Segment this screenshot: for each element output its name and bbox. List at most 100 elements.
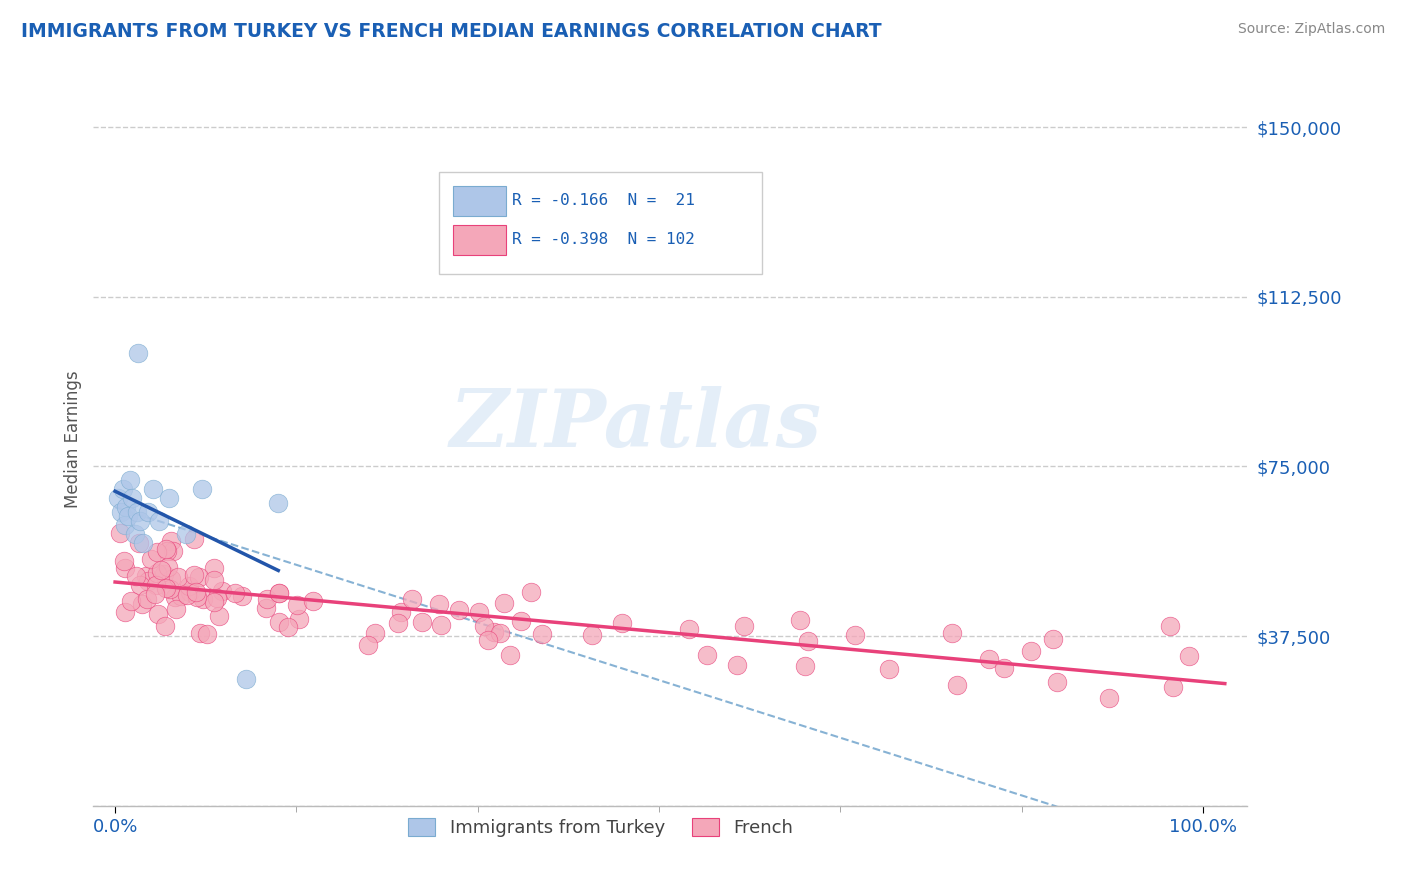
Point [302,594,325,608]
Point [183,533,205,547]
Point [581,628,603,642]
Point [136,505,159,519]
Point [427,597,450,611]
Point [447,603,470,617]
FancyBboxPatch shape [439,172,762,275]
Point [1161,680,1184,694]
Point [165,602,187,616]
Point [129,514,152,528]
Point [128,535,150,549]
Point [430,618,453,632]
Point [235,672,257,686]
Point [477,632,499,647]
Point [267,615,290,629]
Point [145,544,167,558]
Point [231,589,253,603]
Point [125,505,148,519]
Point [110,505,132,519]
Y-axis label: Median Earnings: Median Earnings [65,370,82,508]
Point [202,561,225,575]
Point [191,592,214,607]
Point [612,615,634,630]
Point [167,570,190,584]
Point [150,563,173,577]
Point [121,491,143,505]
Point [156,544,179,558]
Point [155,619,177,633]
Point [364,625,387,640]
Point [285,598,308,612]
Point [205,591,228,605]
Point [387,616,409,631]
Point [844,628,866,642]
Point [136,574,159,588]
Point [789,613,811,627]
Point [145,578,167,592]
Point [131,597,153,611]
Legend: Immigrants from Turkey, French: Immigrants from Turkey, French [401,811,800,845]
Point [120,594,142,608]
Point [797,634,820,648]
Point [179,585,201,599]
Point [1019,643,1042,657]
Point [488,626,510,640]
Point [155,581,177,595]
Point [269,586,291,600]
Point [127,346,149,360]
Point [155,541,177,556]
Point [139,552,162,566]
Point [401,592,423,607]
Point [170,589,193,603]
Point [112,554,135,568]
FancyBboxPatch shape [453,186,506,216]
Point [267,496,290,510]
Point [142,482,165,496]
Point [941,625,963,640]
Point [877,662,900,676]
Point [190,625,212,640]
Point [1098,691,1121,706]
Point [159,534,181,549]
Point [468,605,491,619]
Point [993,661,1015,675]
Point [125,569,148,583]
Point [188,570,211,584]
Point [177,579,200,593]
Point [207,609,229,624]
Point [186,585,208,599]
Point [224,586,246,600]
Point [129,578,152,592]
Text: R = -0.398  N = 102: R = -0.398 N = 102 [512,232,695,247]
Point [120,473,142,487]
Point [678,622,700,636]
FancyBboxPatch shape [453,225,506,255]
Point [148,514,170,528]
Point [946,678,969,692]
Point [146,607,169,621]
Point [159,491,181,505]
Point [132,536,155,550]
Point [1046,675,1069,690]
Point [143,587,166,601]
Point [389,605,412,619]
Point [114,605,136,619]
Point [183,568,205,582]
Text: ZIPatlas: ZIPatlas [450,386,821,464]
Point [107,491,129,505]
Point [520,584,543,599]
Point [1159,619,1181,633]
Point [277,620,299,634]
Point [135,569,157,583]
Point [174,527,197,541]
Point [1177,649,1199,664]
Point [202,573,225,587]
Text: Source: ZipAtlas.com: Source: ZipAtlas.com [1237,22,1385,37]
Point [267,586,290,600]
Point [135,592,157,607]
Point [977,651,1000,665]
Point [195,626,218,640]
Point [115,500,138,515]
Point [725,658,748,673]
Point [124,527,146,541]
Point [499,648,522,662]
